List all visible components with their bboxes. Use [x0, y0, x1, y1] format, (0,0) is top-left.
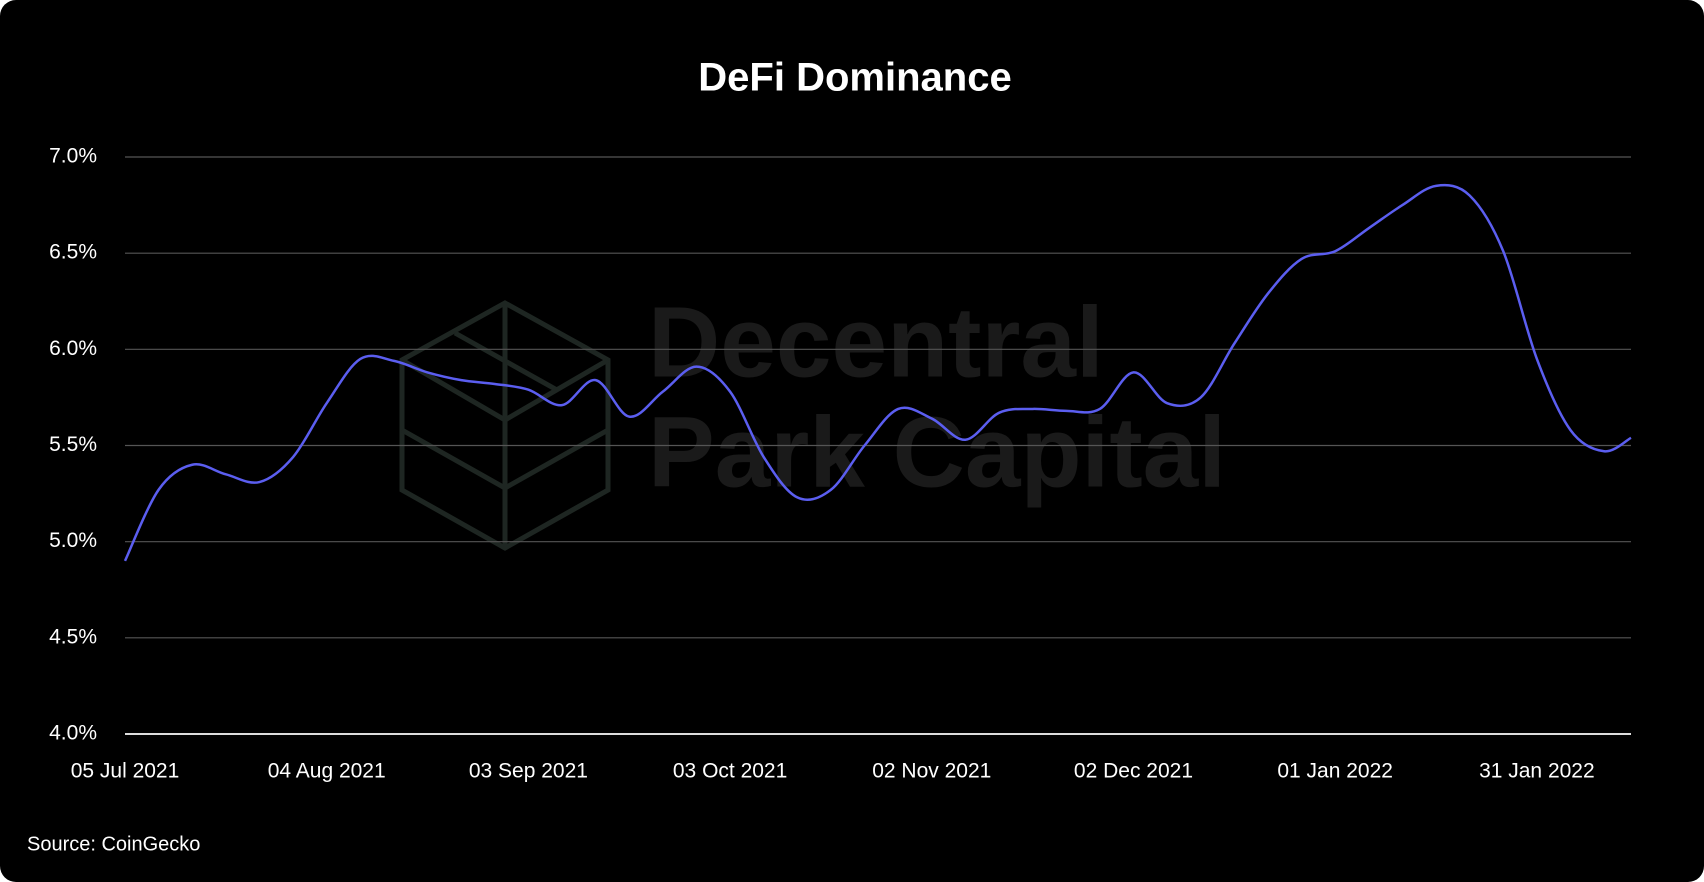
y-tick-label: 6.0% — [49, 337, 97, 360]
y-tick-label: 5.0% — [49, 529, 97, 552]
x-tick-label: 02 Nov 2021 — [872, 760, 991, 783]
y-tick-label: 4.0% — [49, 722, 97, 745]
x-tick-label: 31 Jan 2022 — [1479, 760, 1595, 783]
x-tick-label: 03 Oct 2021 — [673, 760, 787, 783]
y-tick-label: 5.5% — [49, 433, 97, 456]
source-note: Source: CoinGecko — [27, 833, 200, 855]
x-tick-label: 01 Jan 2022 — [1277, 760, 1393, 783]
chart-title: DeFi Dominance — [698, 56, 1011, 100]
y-tick-label: 6.5% — [49, 241, 97, 264]
x-tick-label: 02 Dec 2021 — [1074, 760, 1193, 783]
y-tick-label: 7.0% — [49, 145, 97, 168]
y-tick-label: 4.5% — [49, 625, 97, 648]
x-tick-label: 03 Sep 2021 — [469, 760, 588, 783]
x-tick-label: 05 Jul 2021 — [71, 760, 180, 783]
x-tick-label: 04 Aug 2021 — [268, 760, 386, 783]
watermark-logo — [399, 300, 611, 551]
watermark: Park Capital — [648, 396, 1226, 508]
line — [123, 183, 1632, 562]
watermark: Decentral — [648, 286, 1104, 398]
